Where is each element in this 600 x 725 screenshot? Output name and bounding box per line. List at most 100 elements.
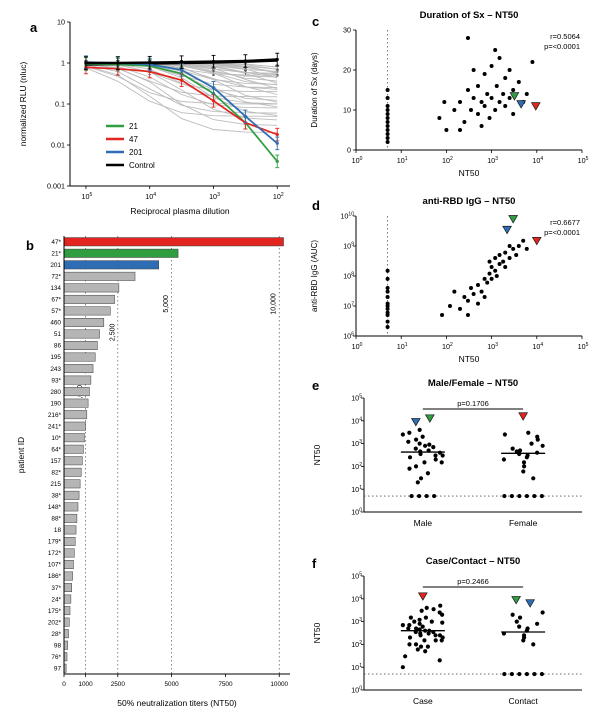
- data-point: [431, 607, 436, 612]
- data-point: [385, 268, 390, 273]
- log-tick-label: 105: [351, 394, 362, 403]
- data-point: [465, 298, 470, 303]
- panel-label-a: a: [30, 20, 38, 35]
- data-point: [462, 120, 467, 124]
- patient-id: 460: [50, 320, 61, 327]
- data-point: [400, 665, 405, 670]
- data-point: [468, 108, 473, 112]
- patient-id: 175*: [48, 608, 62, 615]
- patient-id: 134: [50, 285, 61, 292]
- data-point: [502, 671, 507, 677]
- data-point: [479, 289, 484, 294]
- data-point: [420, 434, 425, 439]
- bar-93*: [63, 375, 92, 385]
- log-tick-label: 101: [397, 156, 408, 165]
- log-tick-label: 102: [442, 156, 453, 165]
- data-point: [521, 633, 527, 638]
- data-point: [418, 476, 424, 481]
- data-point: [417, 493, 422, 499]
- highlight-triangle: [417, 592, 428, 601]
- data-point: [433, 633, 438, 638]
- y-tick-label: 10: [57, 17, 65, 26]
- x-tick-label: 2500: [111, 681, 126, 688]
- data-point: [540, 443, 545, 448]
- data-point: [471, 96, 476, 100]
- data-point: [465, 36, 470, 40]
- data-point: [413, 464, 419, 469]
- patient-id: 86: [54, 343, 62, 350]
- data-point: [489, 96, 494, 100]
- data-point: [413, 626, 419, 631]
- data-point: [385, 289, 390, 294]
- data-point: [471, 292, 476, 297]
- data-point: [442, 100, 447, 104]
- data-point: [385, 124, 390, 128]
- data-point: [532, 671, 537, 677]
- log-tick-label: 100: [352, 342, 363, 351]
- data-point: [406, 439, 411, 444]
- data-point: [417, 427, 422, 432]
- stats-annotation: p=<0.0001: [544, 42, 580, 51]
- data-point: [424, 605, 429, 610]
- data-point: [438, 603, 443, 608]
- data-point: [525, 453, 530, 458]
- y-tick-label: 20: [343, 65, 351, 74]
- bar-460: [63, 317, 105, 327]
- data-point: [440, 620, 445, 625]
- y-axis-title: NT50: [312, 622, 322, 643]
- patient-id: 195: [50, 354, 61, 361]
- y-axis-title: anti-RBD IgG (AUC): [310, 240, 319, 312]
- series-point: [116, 61, 120, 65]
- bar-10*: [63, 433, 85, 443]
- bar-21*: [63, 248, 179, 258]
- data-point: [385, 285, 390, 290]
- series-point: [211, 86, 216, 90]
- data-point: [475, 283, 480, 288]
- x-tick-label: 10000: [270, 681, 288, 688]
- data-point: [521, 238, 526, 243]
- highlight-triangle: [525, 599, 536, 608]
- data-point: [511, 88, 516, 92]
- p-value: p=0.1706: [457, 399, 489, 408]
- data-point: [458, 306, 463, 311]
- bar-57*: [63, 306, 111, 316]
- data-point: [507, 255, 512, 260]
- log-tick-label: 100: [351, 686, 362, 695]
- data-point: [479, 124, 484, 128]
- data-point: [540, 610, 545, 615]
- series-point: [243, 59, 247, 63]
- data-point: [452, 108, 457, 112]
- highlight-triangle: [511, 596, 522, 605]
- log-tick-label: 1010: [340, 212, 354, 221]
- patient-id: 24*: [51, 596, 61, 603]
- highlight-triangle: [509, 92, 520, 101]
- data-point: [517, 624, 522, 629]
- data-point: [431, 445, 436, 450]
- data-point: [415, 480, 420, 485]
- patient-id: 88*: [51, 516, 61, 523]
- stats-annotation: r=0.5064: [550, 32, 580, 41]
- data-point: [487, 116, 492, 120]
- series-point: [179, 78, 184, 82]
- data-point: [385, 132, 390, 136]
- bar-216*: [63, 410, 88, 420]
- patient-id: 51: [54, 331, 62, 338]
- x-tick-label: 0: [62, 681, 66, 688]
- data-point: [517, 493, 522, 499]
- patient-id: 98: [54, 642, 62, 649]
- y-axis-title: NT50: [312, 444, 322, 465]
- group-label: Case: [413, 696, 433, 706]
- data-point: [420, 624, 425, 629]
- data-point: [400, 623, 405, 628]
- data-point: [407, 623, 412, 628]
- data-point: [521, 464, 527, 469]
- data-point: [493, 268, 498, 273]
- data-point: [458, 128, 463, 132]
- data-point: [385, 324, 390, 329]
- data-point: [407, 642, 412, 647]
- highlight-triangle: [502, 225, 512, 235]
- data-point: [403, 654, 408, 659]
- bar-280: [63, 387, 90, 397]
- x-axis-title: NT50: [459, 168, 480, 178]
- log-tick-label: 105: [578, 342, 589, 351]
